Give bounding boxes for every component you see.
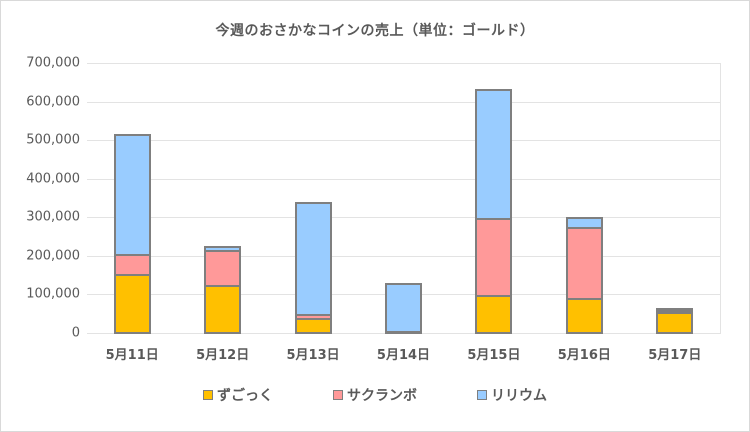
legend-label: ずごっく: [217, 388, 273, 404]
bar-stack[interactable]: [475, 89, 513, 334]
legend: ずごっく サクランボ リリウム: [0, 385, 750, 405]
legend-item[interactable]: サクランボ: [333, 385, 417, 405]
x-tick-label: 5月16日: [557, 348, 611, 363]
x-tick-label: 5月13日: [286, 348, 340, 363]
bar-stack[interactable]: [565, 216, 603, 334]
x-tick-label: 5月11日: [105, 348, 159, 363]
x-tick-label: 5月14日: [376, 348, 431, 363]
bar-segment[interactable]: [565, 227, 603, 299]
y-tick-label: 0: [71, 325, 80, 341]
bar-segment[interactable]: [475, 89, 513, 219]
bar-segment[interactable]: [113, 274, 151, 334]
legend-swatch-icon: [477, 390, 487, 400]
y-tick-label: 300,000: [26, 209, 80, 225]
y-tick-label: 500,000: [26, 132, 80, 148]
bar-segment[interactable]: [656, 309, 694, 312]
gridline: [87, 217, 720, 219]
bar-segment[interactable]: [294, 313, 332, 318]
bar-segment[interactable]: [204, 246, 242, 251]
y-tick-label: 600,000: [26, 94, 80, 110]
bar-segment[interactable]: [565, 298, 603, 334]
bar-segment[interactable]: [565, 216, 603, 228]
bar-segment[interactable]: [385, 282, 422, 331]
bar-segment[interactable]: [294, 317, 332, 334]
bar-stack[interactable]: [385, 282, 422, 334]
bar-segment[interactable]: [385, 330, 422, 333]
gridline: [87, 140, 720, 142]
bar-segment[interactable]: [294, 201, 332, 314]
legend-label: リリウム: [491, 388, 547, 404]
chart-title: 今週のおさかなコインの売上（単位：ゴールド）: [215, 23, 535, 39]
y-tick-label: 200,000: [26, 248, 80, 264]
x-tick-label: 5月15日: [467, 348, 521, 363]
gridline: [87, 63, 720, 64]
legend-item[interactable]: ずごっく: [203, 385, 273, 405]
bar-segment[interactable]: [475, 295, 513, 334]
bar-segment[interactable]: [475, 218, 513, 296]
plot-area: [87, 63, 721, 334]
bar-segment[interactable]: [113, 133, 151, 255]
x-tick-label: 5月12日: [196, 348, 250, 363]
bar-segment[interactable]: [656, 308, 694, 311]
x-tick-label: 5月17日: [648, 348, 702, 363]
y-tick-label: 100,000: [26, 286, 80, 302]
gridline: [87, 101, 720, 103]
y-tick-label: 700,000: [26, 55, 80, 71]
legend-swatch-icon: [203, 390, 213, 400]
legend-item[interactable]: リリウム: [477, 385, 547, 405]
bar-segment[interactable]: [113, 254, 151, 275]
gridline: [87, 255, 720, 257]
bar-stack[interactable]: [204, 246, 242, 334]
gridline: [87, 178, 720, 180]
bar-stack[interactable]: [113, 133, 151, 334]
y-tick-label: 400,000: [26, 171, 80, 187]
bar-segment[interactable]: [656, 311, 694, 334]
bar-segment[interactable]: [204, 285, 242, 334]
bar-stack[interactable]: [656, 308, 694, 334]
bar-stack[interactable]: [294, 201, 332, 334]
bar-segment[interactable]: [204, 250, 242, 286]
legend-swatch-icon: [333, 390, 343, 400]
legend-label: サクランボ: [347, 388, 417, 404]
